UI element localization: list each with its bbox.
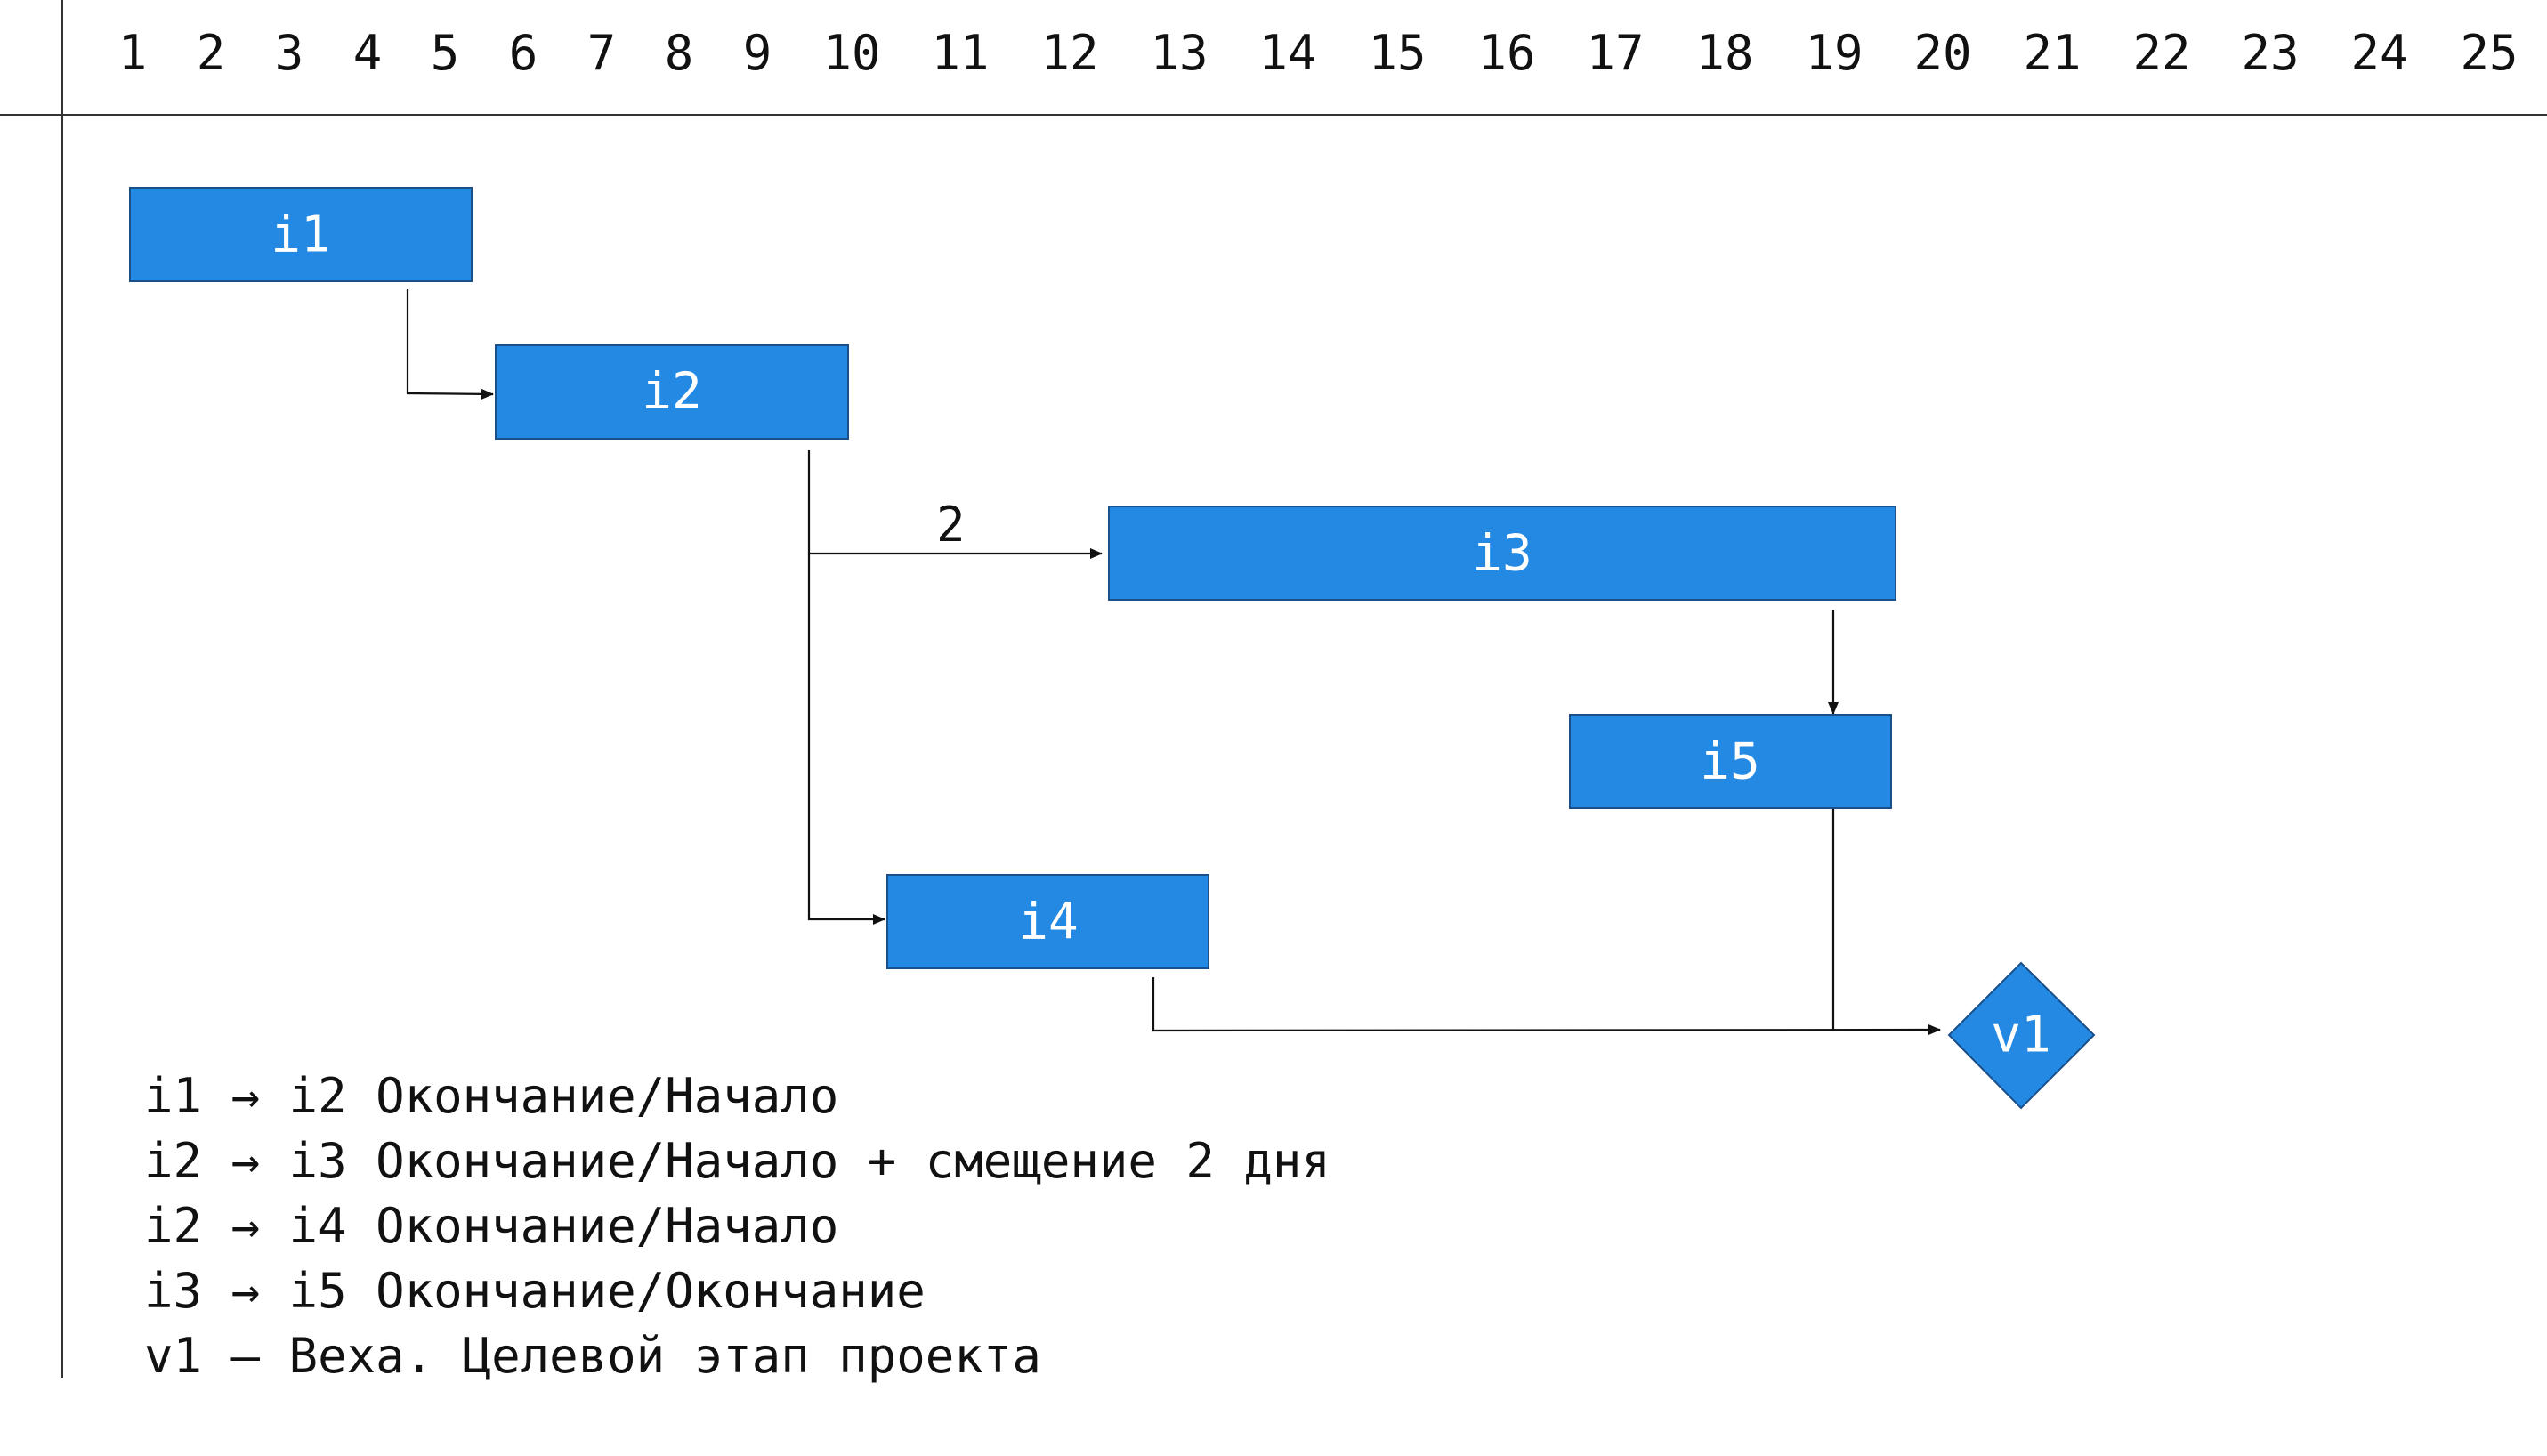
timeline-day-1: 1: [118, 25, 148, 81]
timeline-day-2: 2: [197, 25, 226, 81]
timeline-day-8: 8: [665, 25, 694, 81]
lag-label-i2-i3: 2: [936, 497, 966, 553]
timeline-day-20: 20: [1913, 25, 1971, 81]
task-bar-i2-box: [495, 344, 849, 440]
task-bar-i1[interactable]: i1: [129, 187, 473, 282]
task-bar-i5-box: [1569, 714, 1892, 809]
task-bar-i4[interactable]: i4: [886, 874, 1209, 969]
dependency-links: 2: [406, 289, 1941, 1036]
task-bar-i3-box: [1108, 506, 1896, 601]
timeline-day-labels: 1 2 3 4 5 6 7 8 9 10 11 12 13 14 15 16 17 18 19 20 21 22 23 24 2…: [118, 25, 2519, 81]
timeline-day-23: 23: [2241, 25, 2299, 81]
timeline-day-16: 16: [1477, 25, 1535, 81]
milestone-v1[interactable]: v1: [1947, 961, 2096, 1110]
legend: i1 → i2 Окончание/Начало i2 → i3 Окончан…: [144, 1068, 1330, 1384]
task-bar-i5-label: i5: [1700, 733, 1759, 791]
timeline-day-22: 22: [2132, 25, 2190, 81]
timeline-day-15: 15: [1368, 25, 1426, 81]
timeline-day-4: 4: [353, 25, 383, 81]
task-bar-i3[interactable]: i3: [1108, 506, 1896, 601]
task-bar-i1-box: [129, 187, 473, 282]
link-i2-i4: [807, 554, 885, 925]
timeline-day-6: 6: [509, 25, 538, 81]
timeline-day-11: 11: [931, 25, 989, 81]
timeline-day-14: 14: [1258, 25, 1316, 81]
timeline-day-5: 5: [431, 25, 460, 81]
timeline-day-18: 18: [1695, 25, 1753, 81]
timeline-day-19: 19: [1805, 25, 1863, 81]
timeline-day-3: 3: [275, 25, 304, 81]
timeline-day-21: 21: [2023, 25, 2081, 81]
timeline-day-10: 10: [822, 25, 880, 81]
legend-line-4: i3 → i5 Окончание/Окончание: [144, 1263, 926, 1319]
timeline-day-13: 13: [1150, 25, 1208, 81]
timeline-day-25: 25: [2460, 25, 2518, 81]
task-bar-i4-label: i4: [1018, 894, 1078, 951]
legend-line-5: v1 – Веха. Целевой этап проекта: [144, 1328, 1041, 1384]
task-bar-i2[interactable]: i2: [495, 344, 849, 440]
link-i1-i2: [406, 289, 494, 400]
task-bar-i5[interactable]: i5: [1569, 714, 1892, 809]
timeline-day-12: 12: [1040, 25, 1098, 81]
timeline-day-7: 7: [587, 25, 617, 81]
milestone-v1-label: v1: [1991, 1007, 2050, 1064]
task-bar-i1-label: i1: [271, 206, 330, 264]
timeline-day-9: 9: [743, 25, 772, 81]
legend-line-3: i2 → i4 Окончание/Начало: [144, 1198, 838, 1254]
task-bar-i3-label: i3: [1472, 525, 1532, 583]
legend-line-1: i1 → i2 Окончание/Начало: [144, 1068, 838, 1124]
timeline-day-24: 24: [2350, 25, 2408, 81]
timeline-day-17: 17: [1586, 25, 1644, 81]
milestone-diamond: [1947, 961, 2096, 1110]
task-bar-i4-box: [886, 874, 1209, 969]
legend-line-2: i2 → i3 Окончание/Начало + смещение 2 дн…: [144, 1133, 1330, 1189]
task-bar-i2-label: i2: [642, 363, 701, 421]
link-i4-v1: [1152, 977, 1941, 1036]
